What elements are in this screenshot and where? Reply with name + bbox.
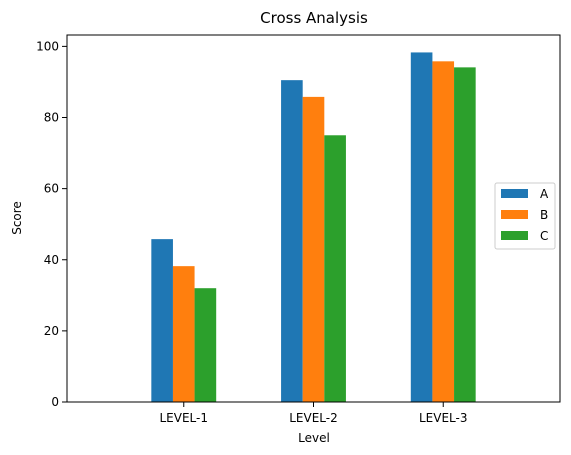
- x-tick-label: LEVEL-3: [419, 411, 468, 425]
- chart-title: Cross Analysis: [260, 9, 368, 27]
- y-tick-label: 100: [36, 39, 59, 53]
- legend: ABC: [494, 182, 556, 250]
- x-axis-label: Level: [298, 431, 330, 445]
- x-tick-label: LEVEL-1: [160, 411, 209, 425]
- y-tick-label: 0: [51, 395, 59, 409]
- y-axis-ticks: 0 20 40 60 80 100: [36, 39, 67, 409]
- bar-b-level-2: [302, 96, 325, 402]
- x-axis-ticks: LEVEL-1 LEVEL-2 LEVEL-3: [160, 402, 468, 425]
- bar-a-level-3: [410, 52, 433, 403]
- bar-b-level-1: [172, 266, 195, 402]
- bar-a-level-2: [281, 80, 303, 402]
- bar-c-level-2: [324, 135, 346, 402]
- y-tick-label: 60: [44, 182, 59, 196]
- bar-c-level-3: [454, 67, 476, 403]
- bar-b-level-3: [432, 61, 455, 402]
- legend-label-c: C: [540, 229, 548, 243]
- legend-swatch-b: [501, 210, 528, 219]
- bar-a-level-1: [151, 239, 173, 402]
- legend-swatch-a: [501, 189, 528, 198]
- y-tick-label: 80: [44, 111, 59, 125]
- legend-label-a: A: [540, 187, 549, 201]
- legend-swatch-c: [501, 231, 528, 240]
- bar-c-level-1: [194, 288, 217, 402]
- legend-label-b: B: [540, 208, 548, 222]
- x-tick-label: LEVEL-2: [289, 411, 338, 425]
- plot-frame: [66, 34, 561, 403]
- y-tick-label: 40: [44, 253, 59, 267]
- bars: [151, 52, 476, 403]
- y-tick-label: 20: [44, 324, 59, 338]
- y-axis-label: Score: [10, 201, 24, 235]
